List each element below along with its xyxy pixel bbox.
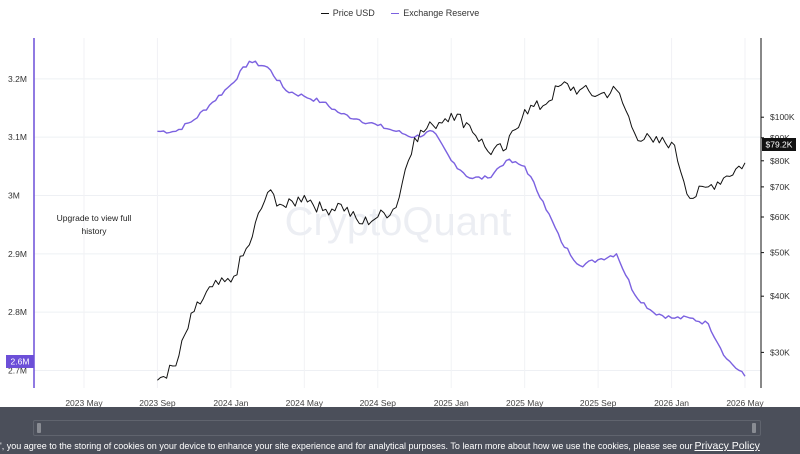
left-tick-label: 3.1M [8, 132, 27, 142]
legend-swatch-price [320, 13, 329, 15]
right-current-badge: $79.2K [762, 138, 796, 151]
upgrade-notice[interactable]: Upgrade to view full history [56, 213, 132, 236]
legend: Price USD Exchange Reserve [0, 8, 800, 18]
left-tick-label: 2.8M [8, 307, 27, 317]
right-current-value: $79.2K [766, 140, 793, 150]
x-axis: 2023 May 2023 Sep 2024 Jan 2024 May 2024 Sep… [65, 398, 764, 408]
left-current-value: 2.6M [11, 357, 30, 367]
watermark: CryptoQuant [285, 200, 512, 244]
x-tick-label: 2024 Jan [213, 398, 248, 408]
left-current-badge: 2.6M [6, 355, 34, 368]
right-tick-label: $50K [770, 248, 790, 258]
left-tick-label: 3M [8, 191, 20, 201]
left-tick-label: 2.9M [8, 249, 27, 259]
x-tick-label: 2025 Sep [580, 398, 617, 408]
right-tick-label: $60K [770, 212, 790, 222]
legend-label-price: Price USD [332, 8, 375, 18]
x-tick-label: 2025 May [506, 398, 544, 408]
left-axis: 3.2M 3.1M 3M 2.9M 2.8M 2.7M [8, 74, 27, 376]
x-tick-label: 2024 May [286, 398, 324, 408]
left-tick-label: 2.7M [8, 366, 27, 376]
scroll-handle-right[interactable] [752, 423, 756, 433]
cookie-text: ', you agree to the storing of cookies o… [0, 441, 693, 451]
right-tick-label: $70K [770, 182, 790, 192]
legend-label-reserve: Exchange Reserve [403, 8, 480, 18]
x-tick-label: 2023 May [65, 398, 103, 408]
legend-swatch-reserve [391, 13, 400, 15]
cookie-message: ', you agree to the storing of cookies o… [0, 440, 760, 452]
right-tick-label: $30K [770, 347, 790, 357]
right-tick-label: $90K [770, 133, 790, 143]
legend-item-price[interactable]: Price USD [320, 8, 375, 18]
privacy-policy-link[interactable]: Privacy Policy [694, 440, 760, 452]
exchange-reserve-line [157, 60, 746, 377]
left-tick-label: 3.2M [8, 74, 27, 84]
x-tick-label: 2023 Sep [139, 398, 176, 408]
legend-item-reserve[interactable]: Exchange Reserve [391, 8, 479, 18]
range-scrollbar[interactable] [33, 420, 761, 436]
right-tick-label: $100K [770, 112, 795, 122]
cookie-banner: ', you agree to the storing of cookies o… [0, 407, 800, 454]
right-tick-label: $40K [770, 291, 790, 301]
gridlines [34, 38, 761, 388]
right-tick-label: $80K [770, 156, 790, 166]
price-usd-line [157, 81, 746, 381]
x-tick-label: 2025 Jan [434, 398, 469, 408]
scroll-handle-left[interactable] [37, 423, 41, 433]
right-axis: $100K $90K $80K $70K $60K $50K $40K $30K [761, 112, 795, 357]
x-tick-label: 2024 Sep [360, 398, 397, 408]
x-tick-label: 2026 May [726, 398, 764, 408]
series [157, 60, 746, 381]
x-tick-label: 2026 Jan [654, 398, 689, 408]
